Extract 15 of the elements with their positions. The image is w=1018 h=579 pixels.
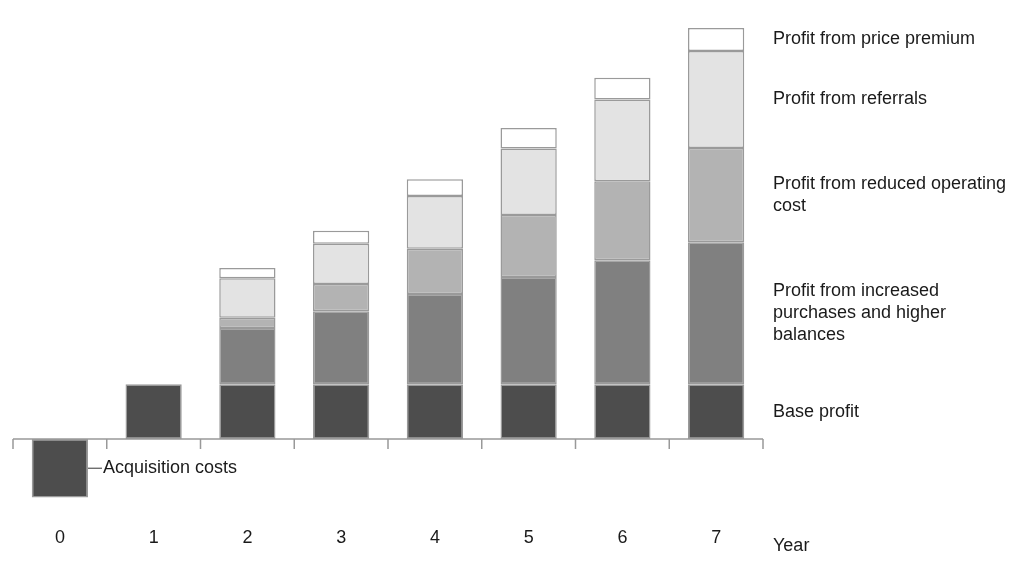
x-tick-label: 1	[148, 527, 159, 548]
series-label: Base profit	[773, 400, 860, 421]
series-label: Profit from reduced operating cost	[773, 173, 1007, 216]
x-tick-label: 5	[523, 527, 534, 548]
x-tick-label: 0	[54, 527, 65, 548]
x-tick-label: 3	[336, 527, 347, 548]
x-tick-label: 2	[242, 527, 253, 548]
x-axis-title: Year	[773, 535, 810, 556]
series-label: Profit from increased purchases and higher balances	[773, 280, 947, 345]
x-tick-label: 6	[617, 527, 628, 548]
series-label: Profit from price premium	[773, 28, 976, 49]
series-label: Profit from referrals	[773, 88, 928, 109]
x-tick-label: 4	[429, 527, 440, 548]
series-label: Acquisition costs	[103, 457, 238, 478]
x-tick-label: 7	[711, 527, 722, 548]
